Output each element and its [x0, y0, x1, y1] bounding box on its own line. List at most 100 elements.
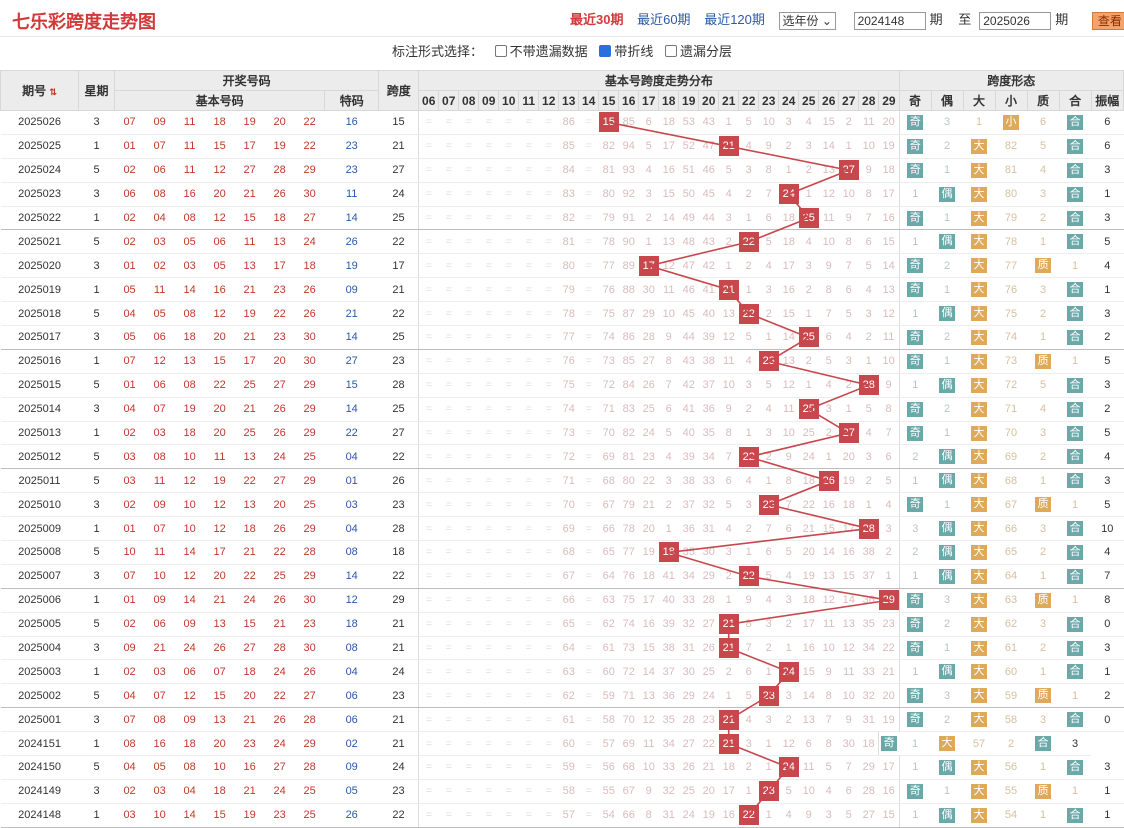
form-tag: 质: [1035, 353, 1052, 369]
option-polyline-label: 带折线: [614, 44, 654, 59]
span-ball: 29: [878, 590, 899, 611]
from-issue-input[interactable]: 2024148: [853, 11, 926, 30]
form-omit-cell: 1: [931, 492, 964, 518]
draw-number: 26: [264, 588, 295, 613]
form-omit-cell: 1: [898, 229, 932, 255]
recent-30-link[interactable]: 最近30期: [570, 12, 624, 27]
draw-number: 09: [174, 612, 205, 637]
omit-cell: 3: [818, 803, 839, 828]
draw-number: 15: [234, 612, 265, 637]
form-tag: 大: [971, 521, 988, 537]
form-tag-cell: 合: [1059, 444, 1092, 470]
draw-number: 29: [294, 731, 325, 757]
checkbox-polyline[interactable]: [599, 45, 612, 57]
omit-cell: =: [438, 683, 459, 709]
form-tag-cell: 大: [963, 134, 996, 159]
weekday-cell: 3: [78, 397, 115, 422]
draw-number: 20: [204, 397, 235, 422]
omit-cell: 10: [638, 755, 659, 780]
draw-number: 18: [174, 731, 205, 757]
span-hit-cell: 27: [838, 158, 859, 183]
span-hit-cell: 17: [638, 253, 659, 279]
draw-number: 07: [114, 564, 145, 589]
omit-cell: =: [438, 636, 459, 661]
amplitude-cell: 3: [1091, 158, 1124, 183]
omit-cell: 3: [738, 492, 759, 518]
omit-cell: 7: [838, 755, 859, 780]
omit-cell: =: [478, 636, 499, 661]
omit-cell: 3: [758, 421, 779, 446]
view-button[interactable]: 查看: [1091, 11, 1124, 30]
omit-cell: =: [538, 779, 559, 804]
omit-cell: =: [438, 206, 459, 231]
form-tag-cell: 奇: [898, 492, 932, 518]
form-tag: 大: [971, 234, 988, 250]
omit-cell: 46: [678, 277, 699, 303]
sort-icon[interactable]: ⇅: [49, 87, 57, 97]
draw-number: 21: [234, 779, 265, 804]
year-select[interactable]: 选年份 ⌄: [778, 11, 836, 30]
draw-number: 09: [144, 110, 175, 135]
omit-cell: 6: [838, 277, 859, 303]
omit-cell: 11: [858, 110, 879, 135]
draw-number: 28: [264, 636, 295, 661]
span-value: 18: [378, 540, 420, 565]
checkbox-layered[interactable]: [664, 45, 677, 57]
draw-number: 23: [264, 277, 295, 303]
weekday-cell: 3: [78, 707, 115, 733]
span-col-22: 22: [738, 90, 760, 111]
omit-cell: =: [438, 588, 459, 613]
omit-cell: =: [478, 516, 499, 542]
omit-cell: 1: [738, 421, 759, 446]
draw-number: 12: [204, 158, 235, 183]
form-tag-cell: 合: [1059, 803, 1092, 828]
omit-cell: 26: [698, 636, 719, 661]
omit-cell: 29: [678, 683, 699, 709]
omit-cell: 5: [638, 134, 659, 159]
omit-cell: 77: [598, 253, 619, 279]
draw-number: 05: [114, 325, 145, 350]
omit-cell: =: [438, 779, 459, 804]
omit-cell: 2: [838, 110, 859, 135]
draw-number: 27: [264, 755, 295, 780]
omit-cell: =: [498, 755, 519, 780]
form-tag: 奇: [907, 401, 924, 417]
form-tag-cell: 质: [1027, 492, 1060, 518]
recent-60-link[interactable]: 最近60期: [637, 12, 691, 27]
col-issue[interactable]: 期号 ⇅: [0, 70, 80, 111]
omit-cell: 15: [798, 659, 819, 685]
form-tag-cell: 大: [963, 301, 996, 327]
amplitude-cell: 5: [1091, 421, 1124, 446]
draw-number: 02: [114, 158, 145, 183]
draw-number: 03: [114, 803, 145, 828]
form-tag: 大: [971, 712, 988, 728]
form-tag-cell: 大: [963, 564, 996, 589]
omit-cell: 2: [838, 373, 859, 398]
omit-cell: =: [498, 468, 519, 494]
omit-cell: 18: [798, 588, 819, 613]
omit-cell: 28: [858, 779, 879, 804]
amplitude-cell: 1: [1091, 803, 1124, 828]
omit-cell: 2: [778, 707, 799, 733]
omit-cell: =: [498, 779, 519, 804]
draw-number: 20: [204, 564, 235, 589]
span-ball: 18: [658, 542, 679, 563]
recent-120-link[interactable]: 最近120期: [704, 12, 765, 27]
omit-cell: =: [478, 158, 499, 183]
span-col-11: 11: [518, 90, 540, 111]
form-omit-cell: 66: [995, 516, 1028, 542]
omit-cell: 31: [698, 516, 719, 542]
form-tag: 大: [971, 640, 988, 656]
checkbox-no-omit[interactable]: [494, 45, 507, 57]
draw-number: 08: [174, 373, 205, 398]
form-omit-cell: 55: [995, 779, 1028, 804]
form-tag-cell: 奇: [898, 349, 932, 374]
omit-cell: 34: [698, 444, 719, 470]
omit-cell: 4: [718, 516, 739, 542]
omit-cell: =: [478, 325, 499, 350]
omit-cell: 5: [778, 779, 799, 804]
omit-cell: 2: [718, 564, 739, 589]
omit-cell: 88: [618, 277, 639, 303]
weekday-cell: 5: [78, 444, 115, 470]
to-issue-input[interactable]: 2025026: [979, 11, 1052, 30]
